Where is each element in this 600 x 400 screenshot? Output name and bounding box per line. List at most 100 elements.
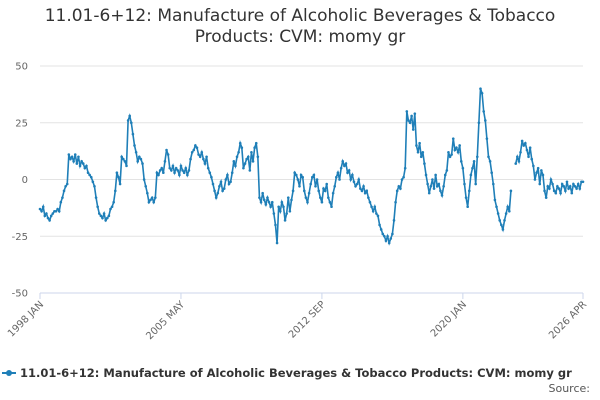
data-point bbox=[158, 169, 162, 172]
data-point bbox=[264, 203, 268, 206]
data-point bbox=[85, 164, 88, 168]
data-point bbox=[322, 187, 325, 190]
data-point bbox=[184, 166, 188, 170]
data-point bbox=[128, 114, 131, 118]
data-point bbox=[490, 171, 493, 174]
data-point bbox=[365, 189, 369, 193]
chart-title: 11.01-6+12: Manufacture of Alcoholic Bev… bbox=[44, 6, 556, 47]
data-point bbox=[442, 185, 445, 188]
data-point bbox=[94, 196, 98, 199]
data-point bbox=[146, 191, 149, 195]
data-point bbox=[267, 200, 271, 204]
data-point bbox=[482, 110, 485, 113]
legend-marker bbox=[6, 370, 12, 376]
data-point bbox=[160, 166, 164, 170]
data-point bbox=[548, 187, 551, 190]
data-point bbox=[567, 187, 570, 190]
data-point bbox=[363, 191, 367, 195]
data-point bbox=[232, 160, 236, 163]
data-point bbox=[475, 155, 479, 159]
data-point bbox=[381, 232, 385, 236]
data-point bbox=[288, 209, 292, 213]
data-point bbox=[359, 187, 362, 190]
data-point bbox=[57, 209, 61, 213]
data-point bbox=[578, 187, 582, 190]
data-point bbox=[536, 166, 540, 170]
data-point bbox=[496, 212, 500, 215]
data-point bbox=[282, 205, 285, 209]
data-point bbox=[514, 162, 518, 165]
data-point bbox=[61, 196, 64, 199]
data-point bbox=[506, 205, 510, 209]
data-point bbox=[211, 182, 215, 186]
data-point bbox=[99, 214, 103, 218]
data-point bbox=[194, 144, 197, 147]
data-point bbox=[253, 146, 256, 150]
data-point bbox=[554, 191, 558, 195]
data-point bbox=[464, 196, 468, 199]
data-point bbox=[405, 110, 409, 113]
data-point bbox=[427, 191, 431, 195]
data-point bbox=[208, 171, 212, 174]
data-point bbox=[330, 205, 333, 209]
data-point bbox=[234, 164, 237, 168]
data-point bbox=[572, 182, 575, 186]
data-point bbox=[41, 205, 45, 209]
data-point bbox=[149, 198, 152, 202]
data-point bbox=[439, 189, 442, 193]
y-tick-label: 50 bbox=[15, 62, 28, 73]
data-point bbox=[400, 178, 404, 181]
data-point bbox=[222, 187, 226, 190]
data-point bbox=[195, 146, 199, 150]
data-point bbox=[573, 185, 577, 188]
data-point bbox=[125, 164, 128, 168]
data-point bbox=[73, 153, 77, 156]
data-point bbox=[501, 228, 505, 231]
data-point bbox=[304, 196, 308, 199]
data-point bbox=[251, 160, 255, 163]
data-point bbox=[202, 157, 205, 161]
data-point bbox=[59, 200, 63, 204]
data-point bbox=[541, 173, 545, 177]
data-point bbox=[339, 166, 343, 170]
data-point bbox=[474, 182, 477, 186]
data-point bbox=[410, 114, 413, 118]
data-point bbox=[562, 185, 566, 188]
data-point bbox=[190, 150, 194, 154]
data-point bbox=[266, 196, 269, 199]
data-point bbox=[235, 155, 239, 159]
data-point bbox=[245, 157, 248, 161]
data-point bbox=[508, 209, 511, 213]
data-point bbox=[503, 219, 506, 222]
data-point bbox=[181, 169, 184, 172]
data-point bbox=[309, 182, 312, 186]
data-point bbox=[285, 212, 288, 215]
data-point bbox=[157, 173, 160, 177]
source: Source: bbox=[549, 382, 591, 395]
data-point bbox=[219, 180, 223, 184]
data-point bbox=[525, 148, 529, 152]
data-point bbox=[467, 189, 471, 193]
data-point bbox=[559, 191, 562, 195]
data-point bbox=[312, 173, 316, 177]
data-point bbox=[522, 144, 526, 147]
data-point bbox=[110, 205, 114, 209]
data-point bbox=[504, 212, 508, 215]
data-point bbox=[113, 189, 117, 193]
data-point bbox=[286, 196, 290, 199]
data-point bbox=[520, 139, 524, 143]
data-point bbox=[278, 209, 282, 213]
data-point bbox=[426, 182, 429, 186]
data-point bbox=[552, 189, 556, 193]
data-point bbox=[302, 189, 306, 193]
data-point bbox=[258, 196, 261, 199]
data-point bbox=[294, 173, 298, 177]
data-point bbox=[139, 157, 143, 161]
data-point bbox=[549, 178, 553, 181]
data-point bbox=[101, 216, 104, 220]
data-point bbox=[152, 200, 156, 204]
data-point bbox=[133, 144, 136, 147]
data-point bbox=[56, 207, 59, 211]
data-point bbox=[186, 173, 189, 177]
